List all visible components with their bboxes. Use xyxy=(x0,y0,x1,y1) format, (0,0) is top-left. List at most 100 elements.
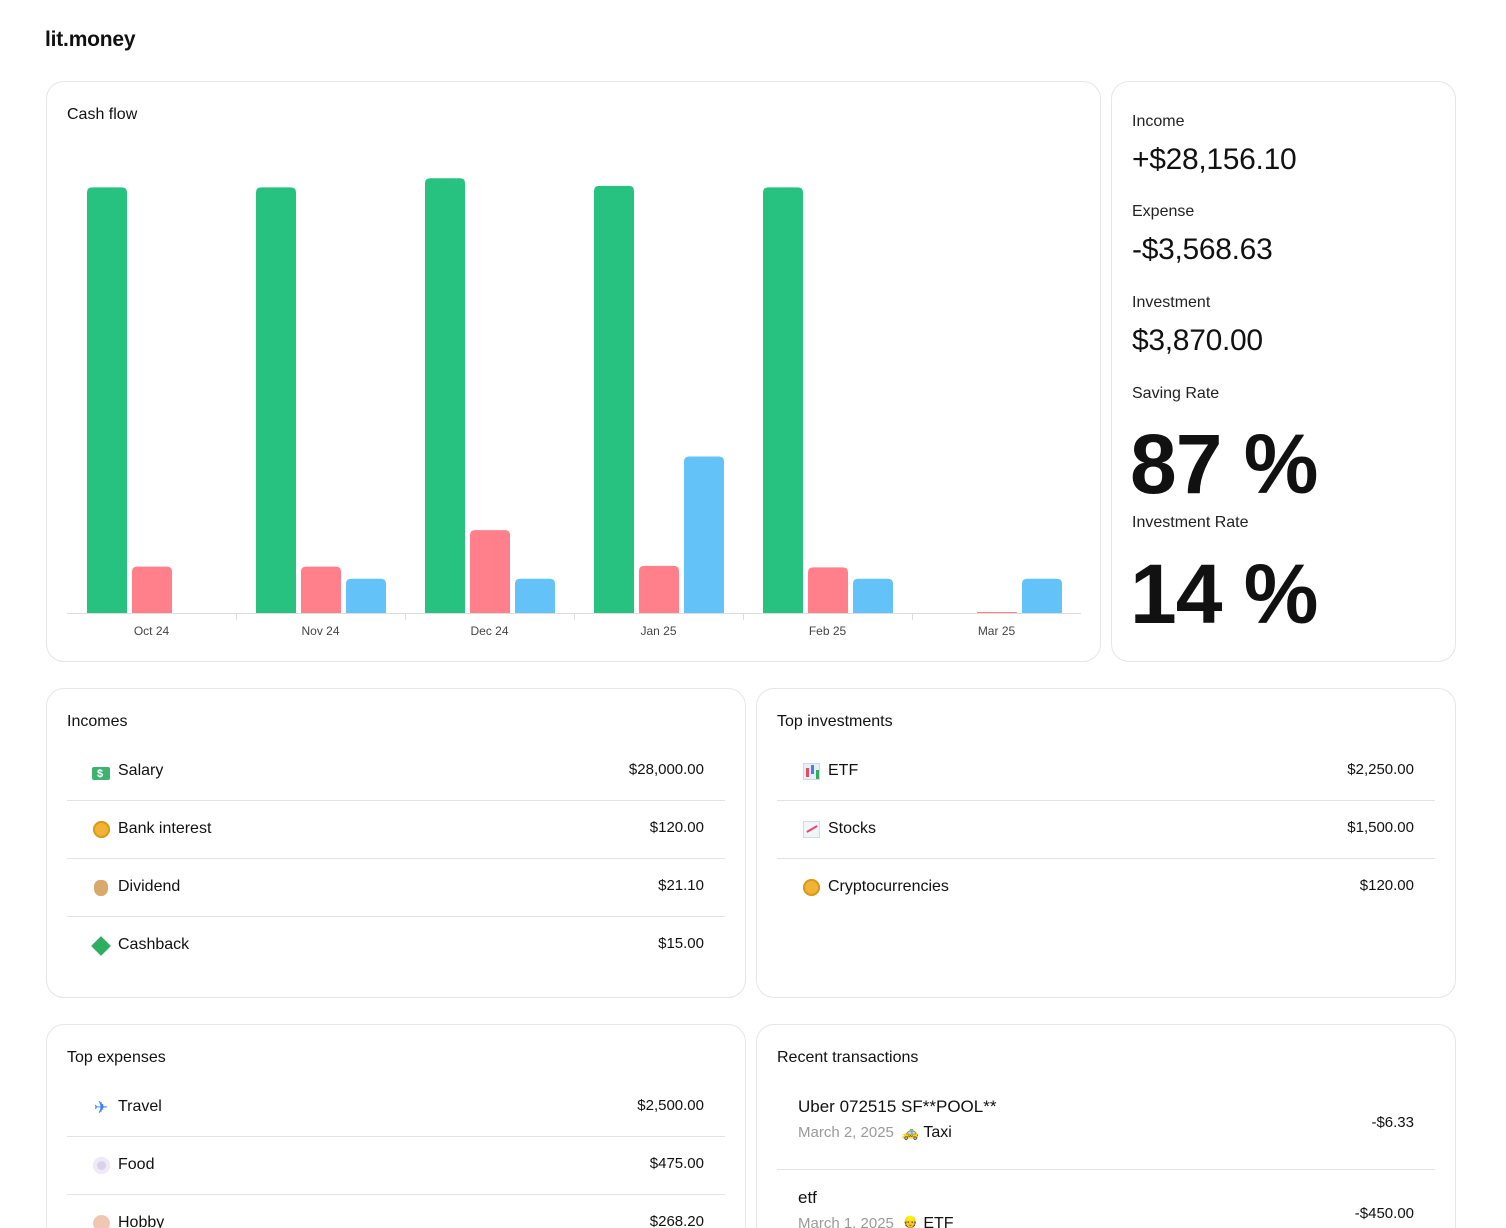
list-item-amount: $268.20 xyxy=(649,1213,704,1228)
transaction-meta: March 2, 2025 🚕 Taxi xyxy=(798,1124,952,1142)
investment-item-cryptocurrencies[interactable]: Cryptocurrencies $120.00 xyxy=(777,859,1435,917)
investments-list: ETF $2,250.00 Stocks $1,500.00 Cryptocur… xyxy=(777,743,1435,917)
list-item-amount: $28,000.00 xyxy=(628,761,704,778)
money-bag-icon xyxy=(91,878,111,898)
income-label: Income xyxy=(1132,113,1185,130)
expenses-list: ✈ Travel $2,500.00 Food $475.00 Hobby $2… xyxy=(67,1079,725,1228)
transactions-title: Recent transactions xyxy=(777,1049,919,1066)
transactions-list: Uber 072515 SF**POOL** March 2, 2025 🚕 Tax… xyxy=(777,1079,1435,1228)
list-item-amount: $2,250.00 xyxy=(1347,761,1414,778)
chart-bar-2-mar-25[interactable] xyxy=(1022,578,1062,613)
transaction-title: etf xyxy=(798,1188,817,1207)
chart-bar-0-oct-24[interactable] xyxy=(87,187,127,613)
chart-bar-1-mar-25[interactable] xyxy=(977,612,1017,613)
palette-icon xyxy=(91,1214,111,1228)
airplane-icon: ✈ xyxy=(93,1098,109,1117)
chart-bar-0-jan-25[interactable] xyxy=(594,185,634,613)
x-tick-label: Feb 25 xyxy=(809,624,847,638)
list-item-name: Cashback xyxy=(118,936,190,953)
chart-bar-2-nov-24[interactable] xyxy=(346,578,386,613)
incomes-title: Incomes xyxy=(67,713,128,730)
transactions-card: Recent transactions Uber 072515 SF**POOL… xyxy=(756,1024,1456,1228)
list-item-name: Hobby xyxy=(118,1214,165,1228)
cashflow-title: Cash flow xyxy=(67,106,138,123)
list-item-name: Cryptocurrencies xyxy=(828,878,949,895)
list-item-name: Food xyxy=(118,1156,155,1173)
list-item-amount: $2,500.00 xyxy=(637,1097,704,1114)
incomes-list: Salary $28,000.00 Bank interest $120.00 … xyxy=(67,743,725,975)
trend-chart-icon xyxy=(801,820,821,840)
list-item-amount: $15.00 xyxy=(658,935,704,952)
dollar-bill-icon xyxy=(91,762,111,784)
investment-item-etf[interactable]: ETF $2,250.00 xyxy=(777,743,1435,801)
income-value: +$28,156.10 xyxy=(1132,143,1297,176)
list-item-name: Dividend xyxy=(118,878,181,895)
coin-icon xyxy=(91,820,111,840)
transaction-date: March 2, 2025 xyxy=(798,1124,894,1141)
transaction-row[interactable]: etf March 1, 2025 👷 ETF -$450.00 xyxy=(777,1170,1435,1228)
transaction-amount: -$6.33 xyxy=(1371,1114,1414,1131)
transaction-amount: -$450.00 xyxy=(1354,1205,1414,1222)
transaction-title: Uber 072515 SF**POOL** xyxy=(798,1097,997,1116)
transaction-row[interactable]: Uber 072515 SF**POOL** March 2, 2025 🚕 Tax… xyxy=(777,1079,1435,1170)
chart-bar-0-feb-25[interactable] xyxy=(763,187,803,613)
investor-icon: 👷 xyxy=(901,1215,920,1228)
investment-value: $3,870.00 xyxy=(1132,324,1263,357)
x-tick-label: Nov 24 xyxy=(301,624,339,638)
investment-item-stocks[interactable]: Stocks $1,500.00 xyxy=(777,801,1435,859)
list-item-amount: $1,500.00 xyxy=(1347,819,1414,836)
saving-rate-value: 87 % xyxy=(1130,417,1318,511)
list-item-amount: $120.00 xyxy=(649,819,704,836)
brand-logo[interactable]: lit.money xyxy=(45,28,136,51)
chart-bar-1-oct-24[interactable] xyxy=(132,566,172,613)
income-item-bank-interest[interactable]: Bank interest $120.00 xyxy=(67,801,725,859)
cashflow-card: Cash flow Oct 24 Nov 24 Dec 24 Jan 25 Feb 25… xyxy=(46,81,1101,662)
investments-title: Top investments xyxy=(777,713,893,730)
expenses-title: Top expenses xyxy=(67,1049,166,1066)
investment-rate-value: 14 % xyxy=(1130,547,1318,641)
list-item-name: Stocks xyxy=(828,820,877,837)
investment-rate-label: Investment Rate xyxy=(1132,514,1249,531)
income-item-cashback[interactable]: Cashback $15.00 xyxy=(67,917,725,975)
chart-bar-1-jan-25[interactable] xyxy=(639,565,679,613)
investments-card: Top investments ETF $2,250.00 Stocks $1,… xyxy=(756,688,1456,998)
chart-bar-1-dec-24[interactable] xyxy=(470,530,510,613)
income-item-dividend[interactable]: Dividend $21.10 xyxy=(67,859,725,917)
chart-bar-2-jan-25[interactable] xyxy=(684,456,724,613)
transaction-date: March 1, 2025 xyxy=(798,1215,894,1228)
coin-icon xyxy=(801,878,821,898)
x-tick-label: Oct 24 xyxy=(134,624,170,638)
transaction-category: Taxi xyxy=(923,1124,952,1141)
list-item-name: Travel xyxy=(118,1098,162,1115)
chart-bar-1-nov-24[interactable] xyxy=(301,566,341,613)
money-wings-icon xyxy=(91,936,111,956)
taxi-icon: 🚕 xyxy=(901,1124,920,1140)
cashflow-chart: Oct 24 Nov 24 Dec 24 Jan 25 Feb 25 Mar 25 xyxy=(67,178,1081,638)
income-item-salary[interactable]: Salary $28,000.00 xyxy=(67,743,725,801)
saving-rate-label: Saving Rate xyxy=(1132,385,1220,402)
x-tick-label: Jan 25 xyxy=(640,624,676,638)
chart-bar-2-dec-24[interactable] xyxy=(515,578,555,613)
expense-item-hobby[interactable]: Hobby $268.20 xyxy=(67,1195,725,1228)
expense-label: Expense xyxy=(1132,203,1195,220)
expense-item-food[interactable]: Food $475.00 xyxy=(67,1137,725,1195)
chart-bar-0-dec-24[interactable] xyxy=(425,178,465,613)
expense-item-travel[interactable]: ✈ Travel $2,500.00 xyxy=(67,1079,725,1137)
list-item-name: Salary xyxy=(118,762,164,779)
bar-chart-icon xyxy=(801,762,821,782)
list-item-amount: $475.00 xyxy=(649,1155,704,1172)
plate-icon xyxy=(91,1156,111,1176)
chart-bar-1-feb-25[interactable] xyxy=(808,567,848,613)
expenses-card: Top expenses ✈ Travel $2,500.00 Food $47… xyxy=(46,1024,746,1228)
chart-bar-0-nov-24[interactable] xyxy=(256,187,296,613)
expense-value: -$3,568.63 xyxy=(1132,233,1273,266)
list-item-amount: $120.00 xyxy=(1359,877,1414,894)
list-item-name: ETF xyxy=(828,762,859,779)
incomes-card: Incomes Salary $28,000.00 Bank interest … xyxy=(46,688,746,998)
chart-bar-2-feb-25[interactable] xyxy=(853,578,893,613)
x-tick-label: Mar 25 xyxy=(978,624,1016,638)
list-item-amount: $21.10 xyxy=(658,877,704,894)
summary-card: Income +$28,156.10 Expense -$3,568.63 In… xyxy=(1111,81,1456,662)
x-tick-label: Dec 24 xyxy=(470,624,508,638)
